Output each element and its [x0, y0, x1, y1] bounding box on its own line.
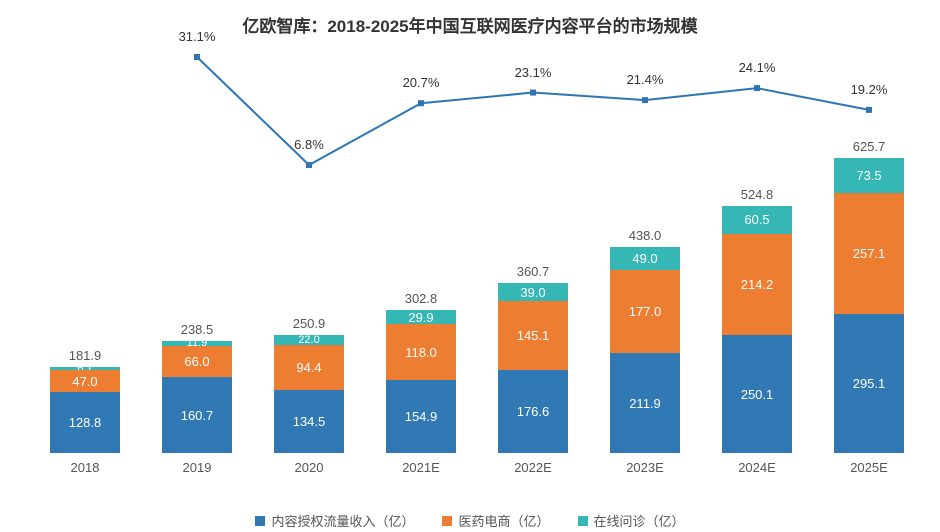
legend-label: 内容授权流量收入（亿）: [271, 511, 414, 530]
bar-column: 238.5160.766.011.92019: [162, 322, 232, 453]
legend-label: 在线问诊（亿）: [594, 511, 685, 530]
bar-total-label: 524.8: [741, 187, 774, 202]
bar-segment-ecommerce: 257.1: [834, 193, 904, 314]
line-value-label: 19.2%: [851, 82, 888, 97]
x-axis-label: 2024E: [722, 460, 792, 475]
bar-segment-ecommerce: 177.0: [610, 270, 680, 353]
line-value-label: 20.7%: [403, 75, 440, 90]
line-marker: [530, 90, 536, 96]
bar-segment-ecommerce: 66.0: [162, 346, 232, 377]
bar-segment-ecommerce: 118.0: [386, 324, 456, 380]
bar-segment-content: 128.8: [50, 392, 120, 453]
x-axis-label: 2019: [162, 460, 232, 475]
bar-total-label: 238.5: [181, 322, 214, 337]
bar-segment-content: 134.5: [274, 390, 344, 453]
line-value-label: 31.1%: [179, 29, 216, 44]
bar-segment-consult: 73.5: [834, 158, 904, 193]
bar-stack: 211.9177.049.0: [610, 247, 680, 453]
bar-segment-content: 160.7: [162, 377, 232, 453]
bar-total-label: 302.8: [405, 291, 438, 306]
bar-segment-consult: 49.0: [610, 247, 680, 270]
line-value-label: 24.1%: [739, 60, 776, 75]
line-marker: [754, 85, 760, 91]
x-axis-label: 2021E: [386, 460, 456, 475]
bar-segment-content: 176.6: [498, 370, 568, 453]
legend-item-ecommerce: 医药电商（亿）: [442, 511, 549, 530]
bar-segment-content: 295.1: [834, 314, 904, 453]
bar-segment-ecommerce: 47.0: [50, 370, 120, 392]
bar-segment-ecommerce: 214.2: [722, 234, 792, 335]
x-axis-label: 2023E: [610, 460, 680, 475]
bar-column: 625.7295.1257.173.52025E: [834, 139, 904, 453]
legend-item-consult: 在线问诊（亿）: [578, 511, 685, 530]
legend: 内容授权流量收入（亿） 医药电商（亿） 在线问诊（亿）: [0, 511, 940, 530]
line-marker: [306, 162, 312, 168]
bar-stack: 154.9118.029.9: [386, 310, 456, 453]
bar-column: 181.9128.847.06.12018: [50, 348, 120, 453]
x-axis-label: 2018: [50, 460, 120, 475]
legend-swatch: [442, 516, 452, 526]
plot-area: 181.9 128.847.06.1 2018 238.5 160.766.011.9 2…: [20, 45, 920, 475]
line-value-label: 6.8%: [294, 137, 324, 152]
bar-stack: 176.6145.139.0: [498, 283, 568, 453]
chart-container: 亿欧智库：2018-2025年中国互联网医疗内容平台的市场规模 181.9 128…: [0, 0, 940, 532]
bar-segment-ecommerce: 145.1: [498, 301, 568, 369]
bar-stack: 250.1214.260.5: [722, 206, 792, 453]
legend-item-content: 内容授权流量收入（亿）: [255, 511, 414, 530]
line-value-label: 21.4%: [627, 72, 664, 87]
line-marker: [866, 107, 872, 113]
bar-stack: 160.766.011.9: [162, 341, 232, 453]
x-axis-label: 2025E: [834, 460, 904, 475]
bar-stack: 128.847.06.1: [50, 367, 120, 453]
bar-segment-consult: 39.0: [498, 283, 568, 301]
bar-segment-content: 250.1: [722, 335, 792, 453]
bar-column: 360.7176.6145.139.02022E: [498, 264, 568, 453]
bar-column: 438.0211.9177.049.02023E: [610, 228, 680, 453]
bar-total-label: 250.9: [293, 316, 326, 331]
bar-stack: 295.1257.173.5: [834, 158, 904, 453]
bar-segment-consult: 22.0: [274, 335, 344, 345]
line-value-label: 23.1%: [515, 65, 552, 80]
line-marker: [642, 97, 648, 103]
bar-total-label: 181.9: [69, 348, 102, 363]
bar-segment-consult: 29.9: [386, 310, 456, 324]
legend-swatch: [255, 516, 265, 526]
legend-label: 医药电商（亿）: [458, 511, 549, 530]
bar-total-label: 360.7: [517, 264, 550, 279]
x-axis-label: 2022E: [498, 460, 568, 475]
chart-title: 亿欧智库：2018-2025年中国互联网医疗内容平台的市场规模: [20, 12, 920, 37]
bar-total-label: 625.7: [853, 139, 886, 154]
line-marker: [194, 54, 200, 60]
line-marker: [418, 100, 424, 106]
bar-segment-ecommerce: 94.4: [274, 345, 344, 390]
bar-column: 250.9134.594.422.02020: [274, 316, 344, 453]
x-axis-label: 2020: [274, 460, 344, 475]
bar-segment-content: 211.9: [610, 353, 680, 453]
bar-stack: 134.594.422.0: [274, 335, 344, 453]
legend-swatch: [578, 516, 588, 526]
bar-total-label: 438.0: [629, 228, 662, 243]
bar-segment-content: 154.9: [386, 380, 456, 453]
bar-segment-consult: 60.5: [722, 206, 792, 235]
bar-column: 524.8250.1214.260.52024E: [722, 187, 792, 453]
bar-column: 302.8154.9118.029.92021E: [386, 291, 456, 453]
